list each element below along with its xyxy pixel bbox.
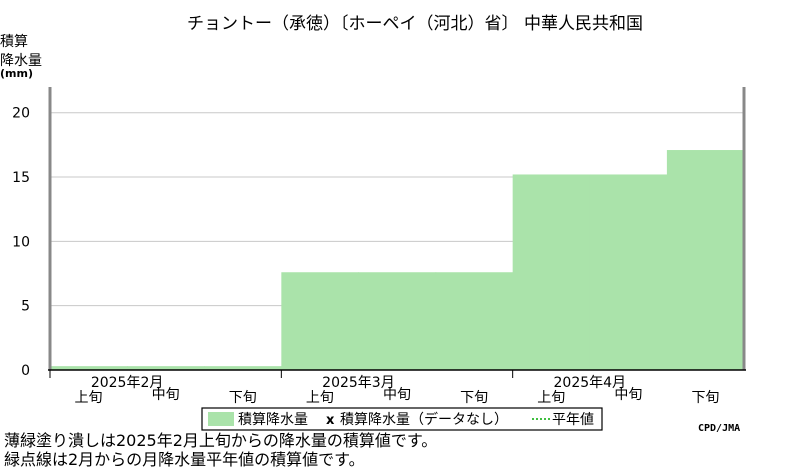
legend-label-normal: 平年値	[552, 412, 594, 428]
area-step-2	[204, 366, 282, 370]
area-step-0	[50, 366, 128, 370]
x-period-label-4: 中旬	[383, 387, 411, 403]
area-step-6	[512, 174, 591, 370]
note-line-2: 緑点線は2月からの月降水量平年値の積算値です。	[4, 450, 365, 469]
area-step-8	[666, 150, 745, 370]
y-axis-label-line-1: 積算	[0, 34, 28, 50]
y-tick-label-4: 20	[12, 106, 30, 122]
x-period-label-1: 中旬	[152, 387, 180, 403]
area-step-4	[358, 272, 437, 370]
legend-label-missing: 積算降水量（データなし）	[340, 411, 508, 428]
legend-label-series: 積算降水量	[238, 412, 308, 428]
y-axis-label-unit: (mm)	[0, 67, 33, 80]
area-step-7	[589, 174, 668, 370]
x-period-label-2: 下旬	[229, 390, 257, 406]
area-step-5	[435, 272, 514, 370]
y-tick-label-2: 10	[12, 234, 30, 250]
note-line-1: 薄緑塗り潰しは2025年2月上旬からの降水量の積算値です。	[4, 431, 438, 450]
area-step-1	[127, 366, 205, 370]
area-step-3	[281, 272, 360, 370]
y-tick-label-3: 15	[12, 170, 30, 186]
legend-missing-marker: x	[326, 413, 335, 428]
y-tick-label-0: 0	[21, 363, 30, 379]
x-month-label-0: 2025年2月	[91, 375, 164, 391]
x-month-label-2: 2025年4月	[554, 375, 627, 391]
x-period-label-8: 下旬	[691, 390, 719, 406]
x-period-label-6: 上旬	[537, 390, 565, 406]
legend-swatch-fill	[208, 412, 234, 426]
x-period-label-0: 上旬	[75, 390, 103, 406]
x-period-label-7: 中旬	[614, 387, 642, 403]
credit-label: CPD/JMA	[698, 423, 740, 434]
y-axis-label-line-2: 降水量	[0, 53, 42, 69]
x-period-label-3: 上旬	[306, 390, 334, 406]
chart-title: チョントー（承徳）〔ホーペイ（河北）省〕 中華人民共和国	[187, 14, 643, 34]
y-axis-label: 積算 降水量 (mm)	[0, 34, 42, 80]
x-period-label-5: 下旬	[460, 390, 488, 406]
legend-box	[201, 407, 603, 431]
x-month-label-1: 2025年3月	[322, 375, 395, 391]
legend: 積算降水量 x 積算降水量（データなし） 平年値	[201, 407, 603, 431]
y-tick-label-1: 5	[21, 299, 30, 315]
